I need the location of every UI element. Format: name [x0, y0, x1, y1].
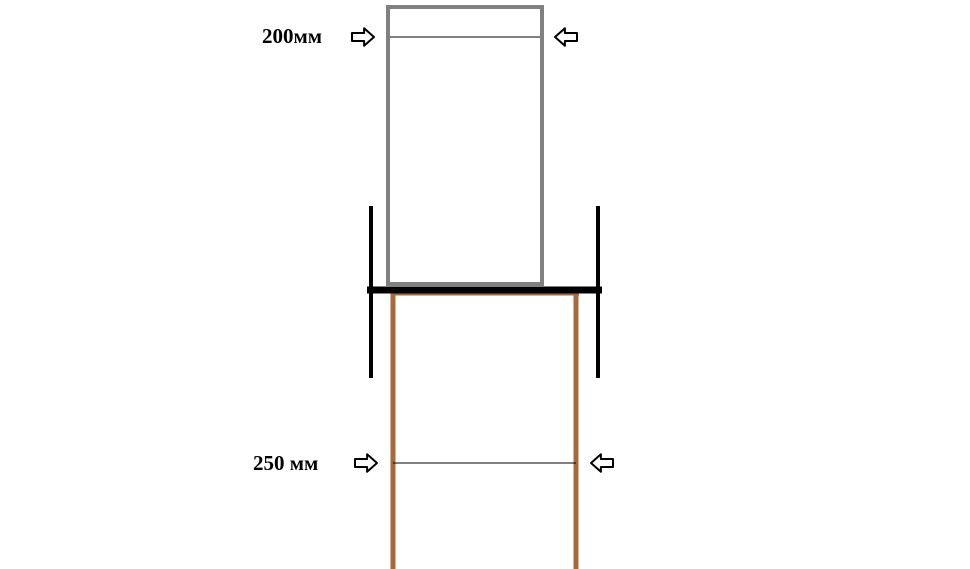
dimension-label-bottom: 250 мм — [253, 451, 318, 475]
dimension-arrow-icon — [591, 454, 613, 472]
dimension-label-top: 200мм — [262, 24, 322, 48]
upper-section — [388, 7, 542, 284]
diagram-canvas: 200мм 250 мм — [0, 0, 970, 569]
dimension-arrow-icon — [352, 28, 374, 46]
dimension-arrow-icon — [355, 454, 377, 472]
dimension-arrow-icon — [555, 28, 577, 46]
